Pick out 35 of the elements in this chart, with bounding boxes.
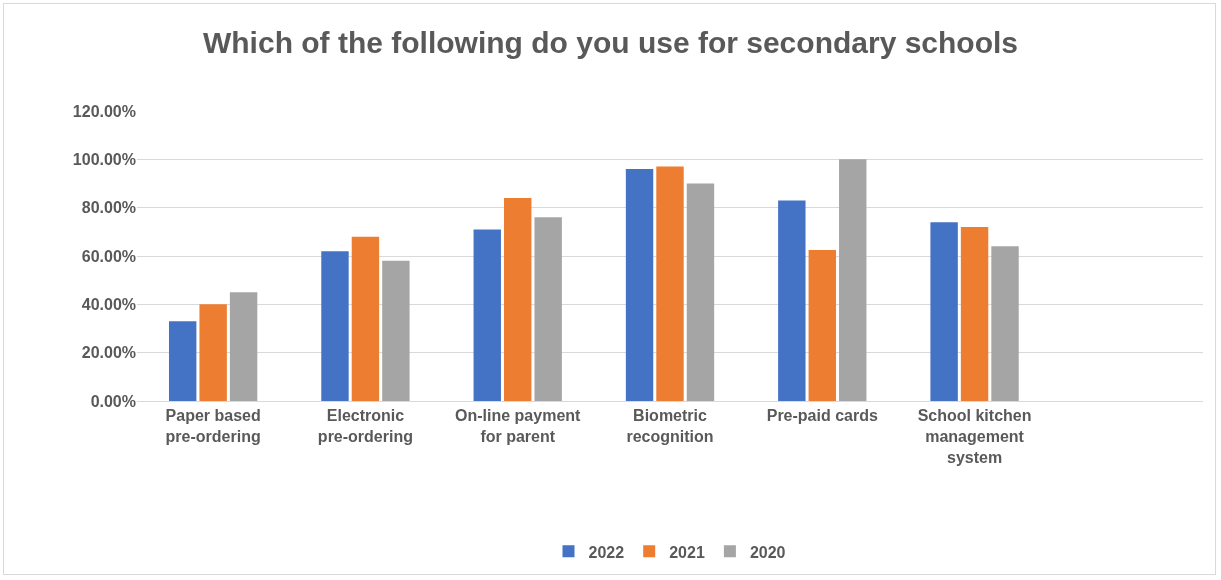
bar bbox=[168, 321, 197, 401]
bar bbox=[839, 159, 867, 401]
y-tick-label: 100.00% bbox=[72, 150, 136, 168]
bar bbox=[534, 217, 562, 401]
y-tick-label: 20.00% bbox=[81, 344, 136, 362]
y-tick-label: 40.00% bbox=[81, 295, 136, 313]
x-tick-label: Biometric recognition bbox=[626, 407, 714, 445]
bar bbox=[686, 183, 715, 401]
bar bbox=[351, 236, 380, 401]
x-tick-label: Paper based pre-ordering bbox=[165, 407, 261, 445]
bar bbox=[504, 198, 532, 401]
legend-label: 2020 bbox=[749, 543, 786, 561]
y-tick-label: 120.00% bbox=[72, 102, 136, 120]
y-tick-label: 0.00% bbox=[90, 392, 136, 410]
x-tick-label: On-line payment for parent bbox=[455, 407, 582, 445]
legend-label: 2022 bbox=[588, 543, 625, 561]
x-tick-label: Electronic pre-ordering bbox=[317, 407, 413, 445]
bar bbox=[199, 304, 227, 401]
bar bbox=[321, 251, 349, 401]
y-tick-label: 60.00% bbox=[81, 247, 136, 265]
bar bbox=[808, 249, 836, 401]
bar bbox=[229, 292, 258, 401]
x-tick-label: Pre-paid cards bbox=[766, 407, 878, 425]
bar bbox=[930, 222, 958, 401]
bar bbox=[991, 246, 1019, 401]
bar bbox=[960, 227, 989, 401]
bar bbox=[382, 260, 410, 401]
legend-label: 2021 bbox=[669, 543, 705, 561]
bar bbox=[778, 200, 806, 401]
bar bbox=[625, 169, 654, 401]
chart-title: Which of the following do you use for secondary schools bbox=[202, 25, 1019, 59]
y-tick-label: 80.00% bbox=[81, 199, 136, 217]
bar bbox=[656, 166, 684, 401]
bar bbox=[473, 229, 501, 401]
x-tick-label: School kitchen management system bbox=[917, 407, 1032, 466]
